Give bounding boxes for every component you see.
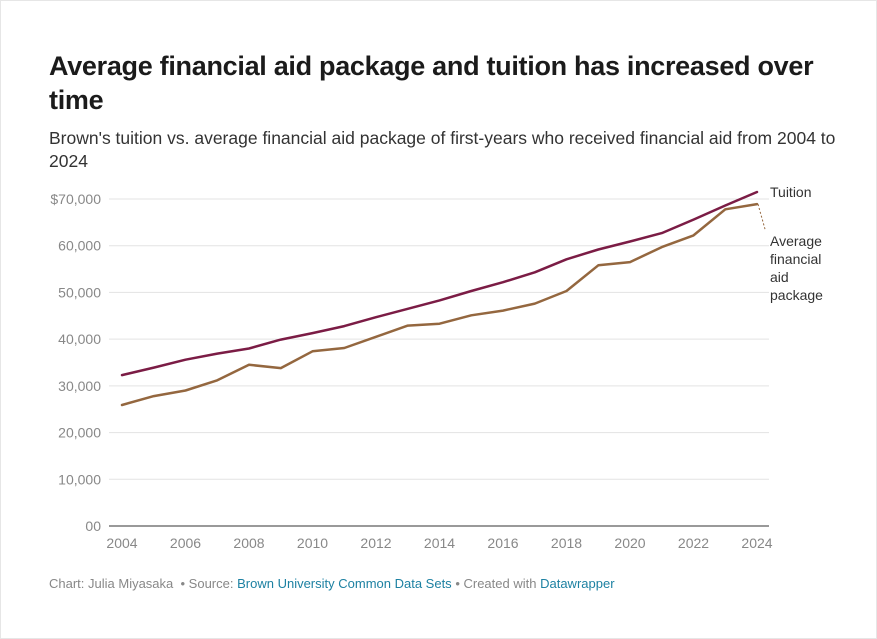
created-prefix: • Created with: [455, 576, 537, 591]
aid-label-line: package: [770, 287, 823, 303]
gridlines: [109, 198, 769, 527]
x-tick-label: 2022: [678, 535, 709, 551]
aid-label-line: Average: [770, 233, 822, 249]
aid-label-connector: [757, 204, 766, 230]
footer: Chart: Julia Miyasaka • Source: Brown Un…: [49, 576, 615, 591]
y-tick-label: 40,000: [58, 331, 101, 347]
y-tick-label: 30,000: [58, 378, 101, 394]
series-lines: [120, 190, 759, 407]
y-tick-label: $70,000: [50, 191, 101, 207]
x-tick-label: 2012: [360, 535, 391, 551]
chart-title: Average financial aid package and tuitio…: [49, 51, 814, 115]
x-tick-label: 2004: [106, 535, 137, 551]
aid-line: [120, 202, 759, 407]
source-prefix: • Source:: [180, 576, 234, 591]
chart-credit: Chart: Julia Miyasaka: [49, 576, 174, 591]
y-tick-label: 10,000: [58, 471, 101, 487]
x-tick-label: 2008: [233, 535, 264, 551]
y-tick-label: 60,000: [58, 238, 101, 254]
x-tick-label: 2016: [487, 535, 518, 551]
y-tick-label: 00: [85, 518, 101, 534]
y-axis-ticks: $70,000 60,000 50,000 40,000 30,000 20,000 10,…: [50, 191, 101, 534]
aid-label-line: aid: [770, 269, 789, 285]
x-tick-label: 2014: [424, 535, 455, 551]
source-link[interactable]: Brown University Common Data Sets: [237, 576, 452, 591]
y-tick-label: 20,000: [58, 425, 101, 441]
x-tick-label: 2024: [741, 535, 772, 551]
x-axis-ticks: 2004 2006 2008 2010 2012 2014 2016 2018 2020 2022…: [106, 535, 772, 551]
y-tick-label: 50,000: [58, 284, 101, 300]
datawrapper-link[interactable]: Datawrapper: [540, 576, 615, 591]
x-tick-label: 2006: [170, 535, 201, 551]
tuition-line: [120, 190, 759, 377]
line-chart: $70,000 60,000 50,000 40,000 30,000 20,000 10,…: [50, 184, 823, 551]
x-tick-label: 2010: [297, 535, 328, 551]
chart-subtitle: Brown's tuition vs. average financial ai…: [49, 128, 836, 171]
aid-label: Average financial aid package: [770, 233, 823, 303]
x-tick-label: 2020: [614, 535, 645, 551]
aid-label-line: financial: [770, 251, 821, 267]
x-tick-label: 2018: [551, 535, 582, 551]
tuition-label: Tuition: [770, 184, 812, 200]
series-labels: Tuition Average financial aid package: [757, 184, 823, 303]
